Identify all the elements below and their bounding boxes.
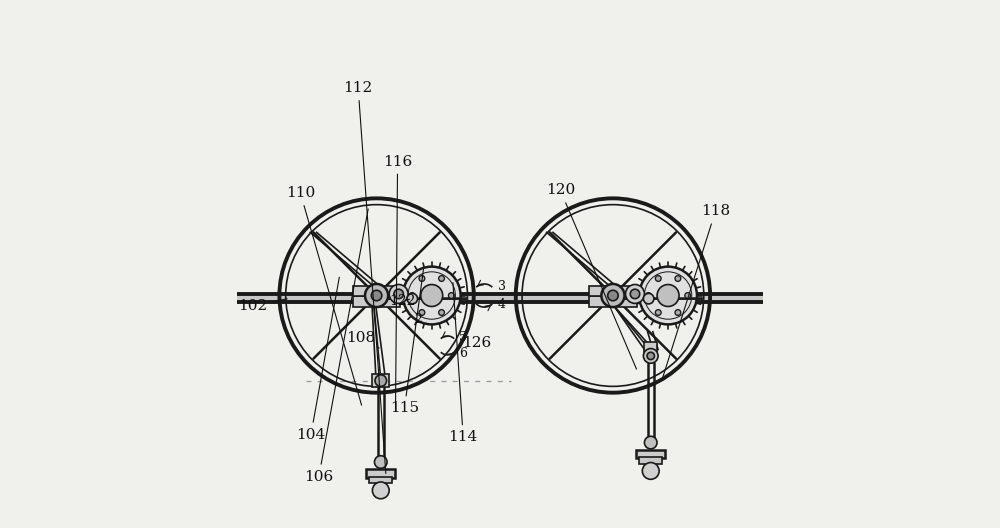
Bar: [589, 286, 637, 296]
Text: 122: 122: [390, 294, 416, 308]
Circle shape: [374, 456, 387, 468]
Circle shape: [375, 375, 387, 386]
Circle shape: [647, 352, 654, 360]
Bar: [366, 469, 395, 478]
Bar: [353, 286, 400, 296]
Bar: [644, 342, 657, 352]
Circle shape: [646, 293, 651, 298]
Circle shape: [657, 285, 679, 306]
Circle shape: [626, 285, 644, 304]
Text: 104: 104: [296, 277, 339, 442]
Circle shape: [642, 463, 659, 479]
Text: 106: 106: [304, 209, 368, 484]
Circle shape: [372, 482, 389, 499]
Text: 110: 110: [286, 186, 362, 405]
Circle shape: [419, 276, 425, 281]
Bar: [353, 296, 400, 307]
Text: 120: 120: [546, 183, 637, 369]
Bar: [372, 374, 389, 387]
Circle shape: [365, 284, 388, 307]
Text: 4: 4: [498, 298, 506, 312]
Circle shape: [419, 309, 425, 315]
Circle shape: [407, 294, 418, 304]
Text: 2: 2: [415, 313, 423, 326]
Circle shape: [639, 267, 697, 324]
Bar: [369, 477, 392, 483]
Text: 108: 108: [346, 331, 379, 348]
Circle shape: [439, 276, 444, 281]
Circle shape: [630, 289, 640, 299]
Circle shape: [675, 276, 681, 281]
Bar: [636, 450, 665, 458]
Text: 102: 102: [239, 299, 287, 313]
Text: 6: 6: [459, 347, 467, 360]
Circle shape: [448, 293, 454, 298]
Text: 118: 118: [662, 204, 730, 380]
Text: 126: 126: [462, 336, 491, 350]
Circle shape: [644, 436, 657, 449]
Text: 3: 3: [498, 279, 506, 293]
Circle shape: [421, 285, 443, 306]
Circle shape: [643, 294, 654, 304]
Text: 5: 5: [459, 331, 467, 344]
Circle shape: [655, 309, 661, 315]
Circle shape: [394, 289, 403, 299]
Circle shape: [439, 309, 444, 315]
Circle shape: [389, 285, 408, 304]
Bar: [639, 457, 662, 464]
Bar: [589, 296, 637, 307]
Bar: [237, 294, 763, 303]
Circle shape: [371, 290, 382, 301]
Circle shape: [403, 267, 461, 324]
Text: 115: 115: [390, 269, 423, 416]
Text: 112: 112: [344, 81, 386, 474]
Circle shape: [608, 290, 618, 301]
Circle shape: [685, 293, 691, 298]
Text: 114: 114: [449, 282, 478, 445]
Circle shape: [675, 309, 681, 315]
Circle shape: [655, 276, 661, 281]
Circle shape: [409, 293, 415, 298]
Circle shape: [601, 284, 624, 307]
Text: 116: 116: [383, 155, 412, 410]
Circle shape: [643, 348, 658, 363]
